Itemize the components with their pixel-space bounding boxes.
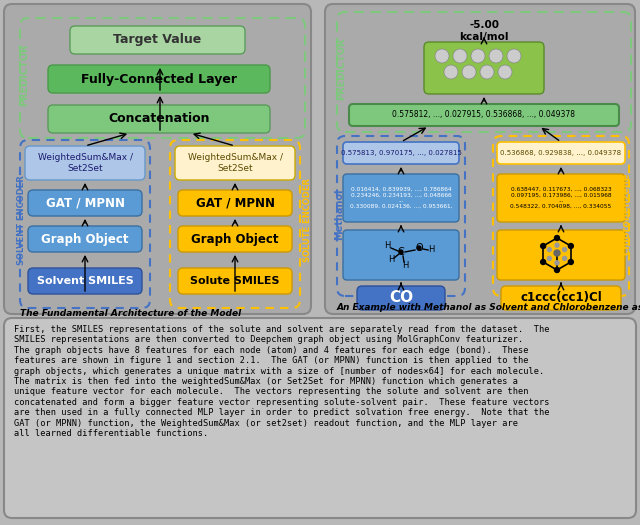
Text: CO: CO bbox=[389, 290, 413, 306]
Text: H: H bbox=[388, 256, 394, 265]
Text: H: H bbox=[402, 261, 408, 270]
Text: 0.536868, 0.929838, ..., 0.049378: 0.536868, 0.929838, ..., 0.049378 bbox=[500, 150, 621, 156]
Text: The Fundamental Architecture of the Model: The Fundamental Architecture of the Mode… bbox=[20, 310, 241, 319]
Circle shape bbox=[554, 250, 560, 256]
FancyBboxPatch shape bbox=[325, 4, 635, 314]
Circle shape bbox=[563, 248, 566, 251]
Circle shape bbox=[554, 236, 559, 240]
Text: Solute SMILES: Solute SMILES bbox=[190, 276, 280, 286]
Text: Solvent SMILES: Solvent SMILES bbox=[36, 276, 133, 286]
Text: GAT / MPNN: GAT / MPNN bbox=[45, 196, 125, 209]
Circle shape bbox=[547, 248, 552, 251]
Text: First, the SMILES representations of the solute and solvent are separately read : First, the SMILES representations of the… bbox=[14, 325, 550, 438]
Text: WeightedSum&Max /
Set2Set: WeightedSum&Max / Set2Set bbox=[38, 153, 132, 173]
Text: SOLUTE ENCODER: SOLUTE ENCODER bbox=[303, 178, 312, 262]
Text: H: H bbox=[384, 242, 390, 250]
Text: WeightedSum&Max /
Set2Set: WeightedSum&Max / Set2Set bbox=[188, 153, 282, 173]
FancyBboxPatch shape bbox=[343, 142, 459, 164]
FancyBboxPatch shape bbox=[28, 190, 142, 216]
Circle shape bbox=[489, 49, 503, 63]
Text: -5.00
kcal/mol: -5.00 kcal/mol bbox=[460, 20, 509, 41]
Circle shape bbox=[547, 256, 552, 260]
FancyBboxPatch shape bbox=[501, 286, 621, 310]
Circle shape bbox=[435, 49, 449, 63]
FancyBboxPatch shape bbox=[349, 104, 619, 126]
Text: 0.575812, ..., 0.027915, 0.536868, ..., 0.049378: 0.575812, ..., 0.027915, 0.536868, ..., … bbox=[392, 110, 575, 120]
FancyBboxPatch shape bbox=[343, 230, 459, 280]
Text: C: C bbox=[397, 247, 404, 257]
Text: 0.638447, 0.117673, ..., 0.068323
0.097195, 0.173986, ..., 0.015968
...
0.548322: 0.638447, 0.117673, ..., 0.068323 0.0971… bbox=[510, 187, 612, 209]
Text: Graph Object: Graph Object bbox=[41, 233, 129, 246]
Circle shape bbox=[399, 250, 403, 254]
FancyBboxPatch shape bbox=[48, 105, 270, 133]
Text: Concatenation: Concatenation bbox=[108, 112, 210, 125]
Circle shape bbox=[480, 65, 494, 79]
Text: PREDICTOR: PREDICTOR bbox=[19, 44, 29, 106]
Text: Graph Object: Graph Object bbox=[191, 233, 279, 246]
Text: PREDICTOR: PREDICTOR bbox=[336, 38, 346, 100]
Circle shape bbox=[498, 65, 512, 79]
Circle shape bbox=[444, 65, 458, 79]
Text: Fully-Connected Layer: Fully-Connected Layer bbox=[81, 72, 237, 86]
Circle shape bbox=[453, 49, 467, 63]
FancyBboxPatch shape bbox=[178, 190, 292, 216]
FancyBboxPatch shape bbox=[497, 174, 625, 222]
FancyBboxPatch shape bbox=[178, 226, 292, 252]
FancyBboxPatch shape bbox=[28, 268, 142, 294]
Text: SOLVENT ENCODER: SOLVENT ENCODER bbox=[17, 175, 26, 265]
FancyBboxPatch shape bbox=[497, 230, 625, 280]
FancyBboxPatch shape bbox=[4, 318, 636, 518]
Circle shape bbox=[541, 259, 546, 265]
FancyBboxPatch shape bbox=[424, 42, 544, 94]
Text: Methanol: Methanol bbox=[334, 188, 344, 240]
Circle shape bbox=[563, 256, 566, 260]
Circle shape bbox=[555, 261, 559, 265]
FancyBboxPatch shape bbox=[178, 268, 292, 294]
FancyBboxPatch shape bbox=[343, 174, 459, 222]
Text: Chlorobenzene: Chlorobenzene bbox=[622, 173, 632, 255]
Text: GAT / MPNN: GAT / MPNN bbox=[195, 196, 275, 209]
Circle shape bbox=[568, 244, 573, 248]
Circle shape bbox=[471, 49, 485, 63]
Text: c1ccc(cc1)Cl: c1ccc(cc1)Cl bbox=[520, 291, 602, 304]
FancyBboxPatch shape bbox=[4, 4, 311, 314]
FancyBboxPatch shape bbox=[175, 146, 295, 180]
FancyBboxPatch shape bbox=[70, 26, 245, 54]
Text: An Example with Methanol as Solvent and Chlorobenzene as Solute: An Example with Methanol as Solvent and … bbox=[337, 303, 640, 312]
Circle shape bbox=[555, 243, 559, 247]
FancyBboxPatch shape bbox=[25, 146, 145, 180]
Text: 0.575813, 0.970175, ..., 0.027815: 0.575813, 0.970175, ..., 0.027815 bbox=[340, 150, 461, 156]
Circle shape bbox=[462, 65, 476, 79]
Circle shape bbox=[417, 246, 421, 250]
Text: O: O bbox=[415, 243, 423, 253]
Text: Target Value: Target Value bbox=[113, 34, 201, 47]
Text: 0.016414, 0.839939, ..., 0.786864
0.234246, 0.234193, ..., 0.048666
...
0.330089: 0.016414, 0.839939, ..., 0.786864 0.2342… bbox=[349, 187, 452, 209]
Circle shape bbox=[541, 244, 546, 248]
Circle shape bbox=[554, 268, 559, 272]
FancyBboxPatch shape bbox=[28, 226, 142, 252]
FancyBboxPatch shape bbox=[48, 65, 270, 93]
FancyBboxPatch shape bbox=[357, 286, 445, 310]
FancyBboxPatch shape bbox=[497, 142, 625, 164]
Text: H: H bbox=[428, 246, 434, 255]
Circle shape bbox=[507, 49, 521, 63]
Circle shape bbox=[568, 259, 573, 265]
